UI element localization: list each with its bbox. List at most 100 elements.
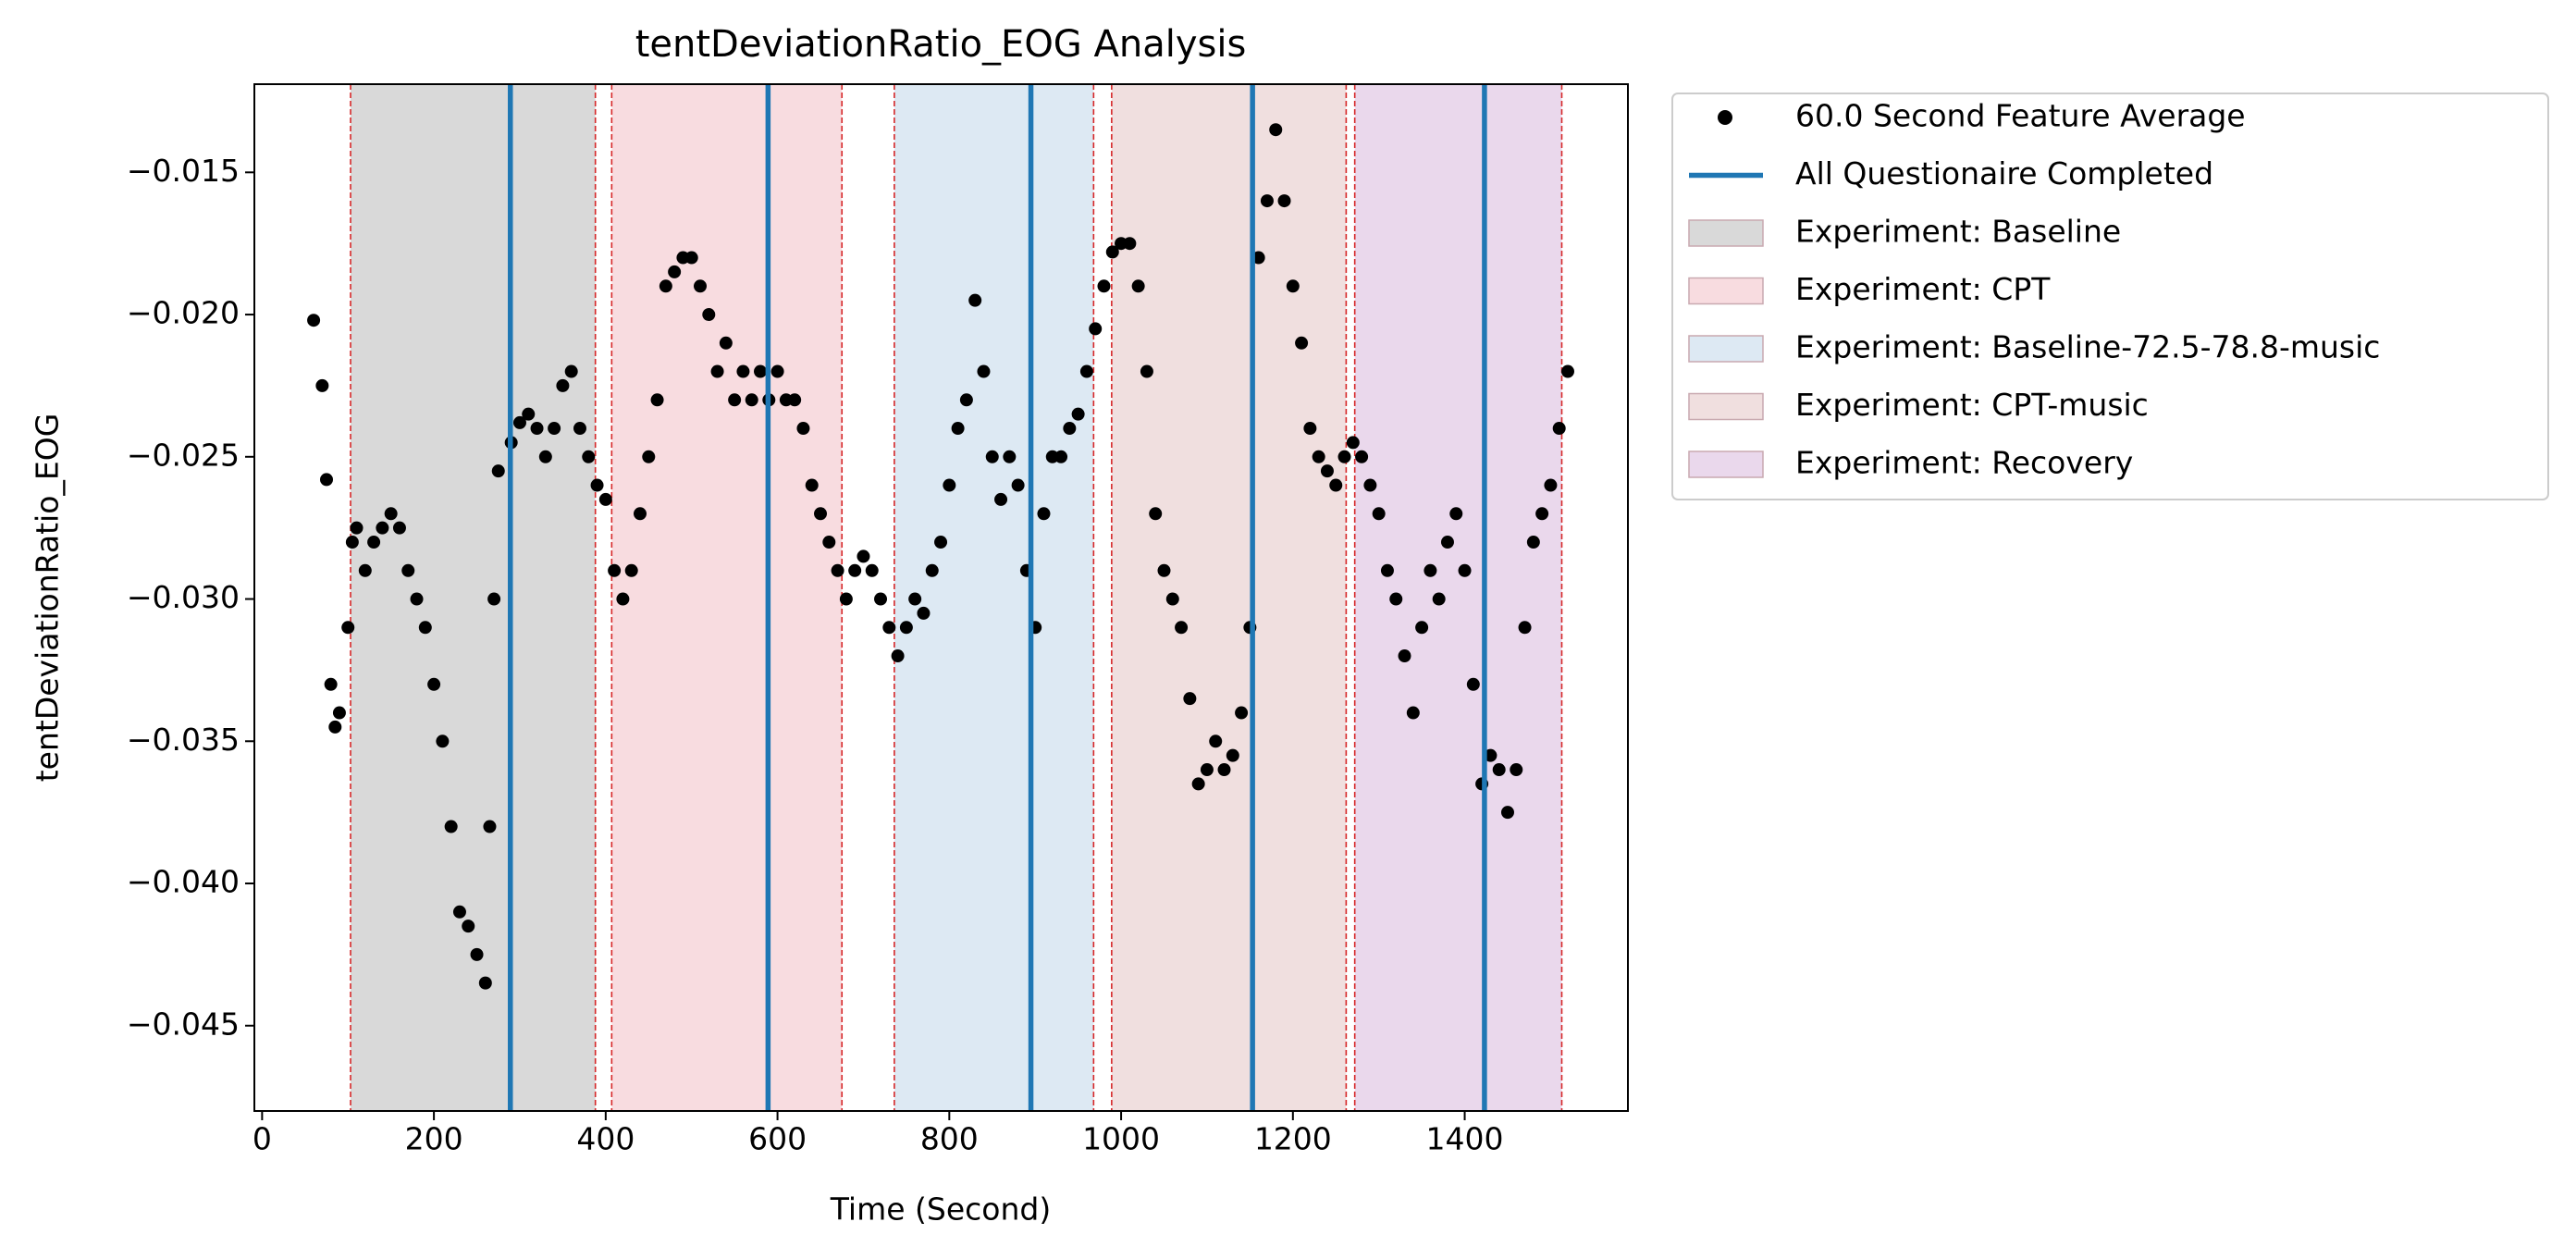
point <box>307 314 321 327</box>
point <box>1329 478 1343 492</box>
region <box>894 84 1094 1111</box>
x-tick-label: 1200 <box>1254 1121 1332 1157</box>
point <box>754 364 768 378</box>
point <box>814 507 828 521</box>
y-tick-label: −0.025 <box>127 437 240 473</box>
point <box>427 677 441 691</box>
point <box>977 364 991 378</box>
point <box>392 521 406 535</box>
point <box>410 592 424 606</box>
point <box>822 536 836 549</box>
point <box>788 393 802 407</box>
point <box>1406 706 1420 720</box>
point <box>1320 464 1334 478</box>
point <box>1432 592 1446 606</box>
point <box>891 649 905 663</box>
point <box>1054 450 1068 463</box>
point <box>857 549 870 563</box>
point <box>1200 763 1214 777</box>
point <box>1140 364 1153 378</box>
point <box>1079 364 1093 378</box>
point <box>1165 592 1179 606</box>
point <box>1123 237 1137 251</box>
point <box>483 820 497 833</box>
point <box>1269 123 1283 137</box>
point <box>951 422 965 436</box>
point <box>491 464 505 478</box>
point <box>470 947 484 961</box>
x-tick-label: 0 <box>253 1121 272 1157</box>
point <box>332 706 346 720</box>
y-tick-label: −0.040 <box>127 864 240 900</box>
legend-box <box>1671 93 2549 500</box>
point <box>1191 777 1205 791</box>
y-axis-label: tentDeviationRatio_EOG <box>30 413 66 783</box>
point <box>882 621 896 635</box>
x-tick-label: 200 <box>405 1121 463 1157</box>
point <box>1286 279 1300 293</box>
point <box>345 536 359 549</box>
point <box>968 293 982 307</box>
point <box>839 592 853 606</box>
point <box>728 393 742 407</box>
point <box>367 536 381 549</box>
legend-label: Experiment: CPT-music <box>1795 387 2149 423</box>
region <box>1354 84 1562 1111</box>
point <box>444 820 458 833</box>
point <box>350 521 364 535</box>
point <box>1372 507 1386 521</box>
point <box>1071 407 1085 421</box>
point <box>320 473 334 487</box>
point <box>315 378 329 392</box>
point <box>608 563 622 577</box>
point <box>642 450 656 463</box>
point <box>796 422 810 436</box>
point <box>1037 507 1051 521</box>
point <box>908 592 922 606</box>
legend-label: Experiment: Baseline-72.5-78.8-music <box>1795 329 2380 365</box>
point <box>452 905 466 919</box>
point <box>934 536 948 549</box>
point <box>1303 422 1317 436</box>
point <box>1312 450 1325 463</box>
point <box>668 265 682 278</box>
point <box>1355 450 1369 463</box>
point <box>994 492 1008 506</box>
point <box>1458 563 1472 577</box>
point <box>1089 322 1103 336</box>
point <box>719 336 733 350</box>
point <box>1277 194 1291 208</box>
point <box>590 478 604 492</box>
y-tick-label: −0.035 <box>127 722 240 758</box>
point <box>598 492 612 506</box>
point <box>1011 478 1025 492</box>
point <box>478 976 492 990</box>
point <box>530 422 544 436</box>
point <box>633 507 647 521</box>
point <box>1260 194 1274 208</box>
point <box>1380 563 1394 577</box>
point <box>624 563 638 577</box>
point <box>710 364 724 378</box>
point <box>659 279 672 293</box>
point <box>564 364 578 378</box>
point <box>831 563 844 577</box>
point <box>1492 763 1506 777</box>
y-tick-label: −0.015 <box>127 153 240 189</box>
point <box>462 920 475 933</box>
point <box>1544 478 1558 492</box>
point <box>1175 621 1189 635</box>
x-axis-label: Time (Second) <box>830 1191 1051 1228</box>
legend-label: 60.0 Second Feature Average <box>1795 98 2246 134</box>
legend-swatch <box>1688 219 1764 247</box>
point <box>805 478 819 492</box>
point <box>1105 245 1119 259</box>
point <box>1063 422 1077 436</box>
point <box>770 364 784 378</box>
point <box>1097 279 1111 293</box>
point <box>1424 563 1437 577</box>
point <box>745 393 758 407</box>
point <box>1466 677 1480 691</box>
